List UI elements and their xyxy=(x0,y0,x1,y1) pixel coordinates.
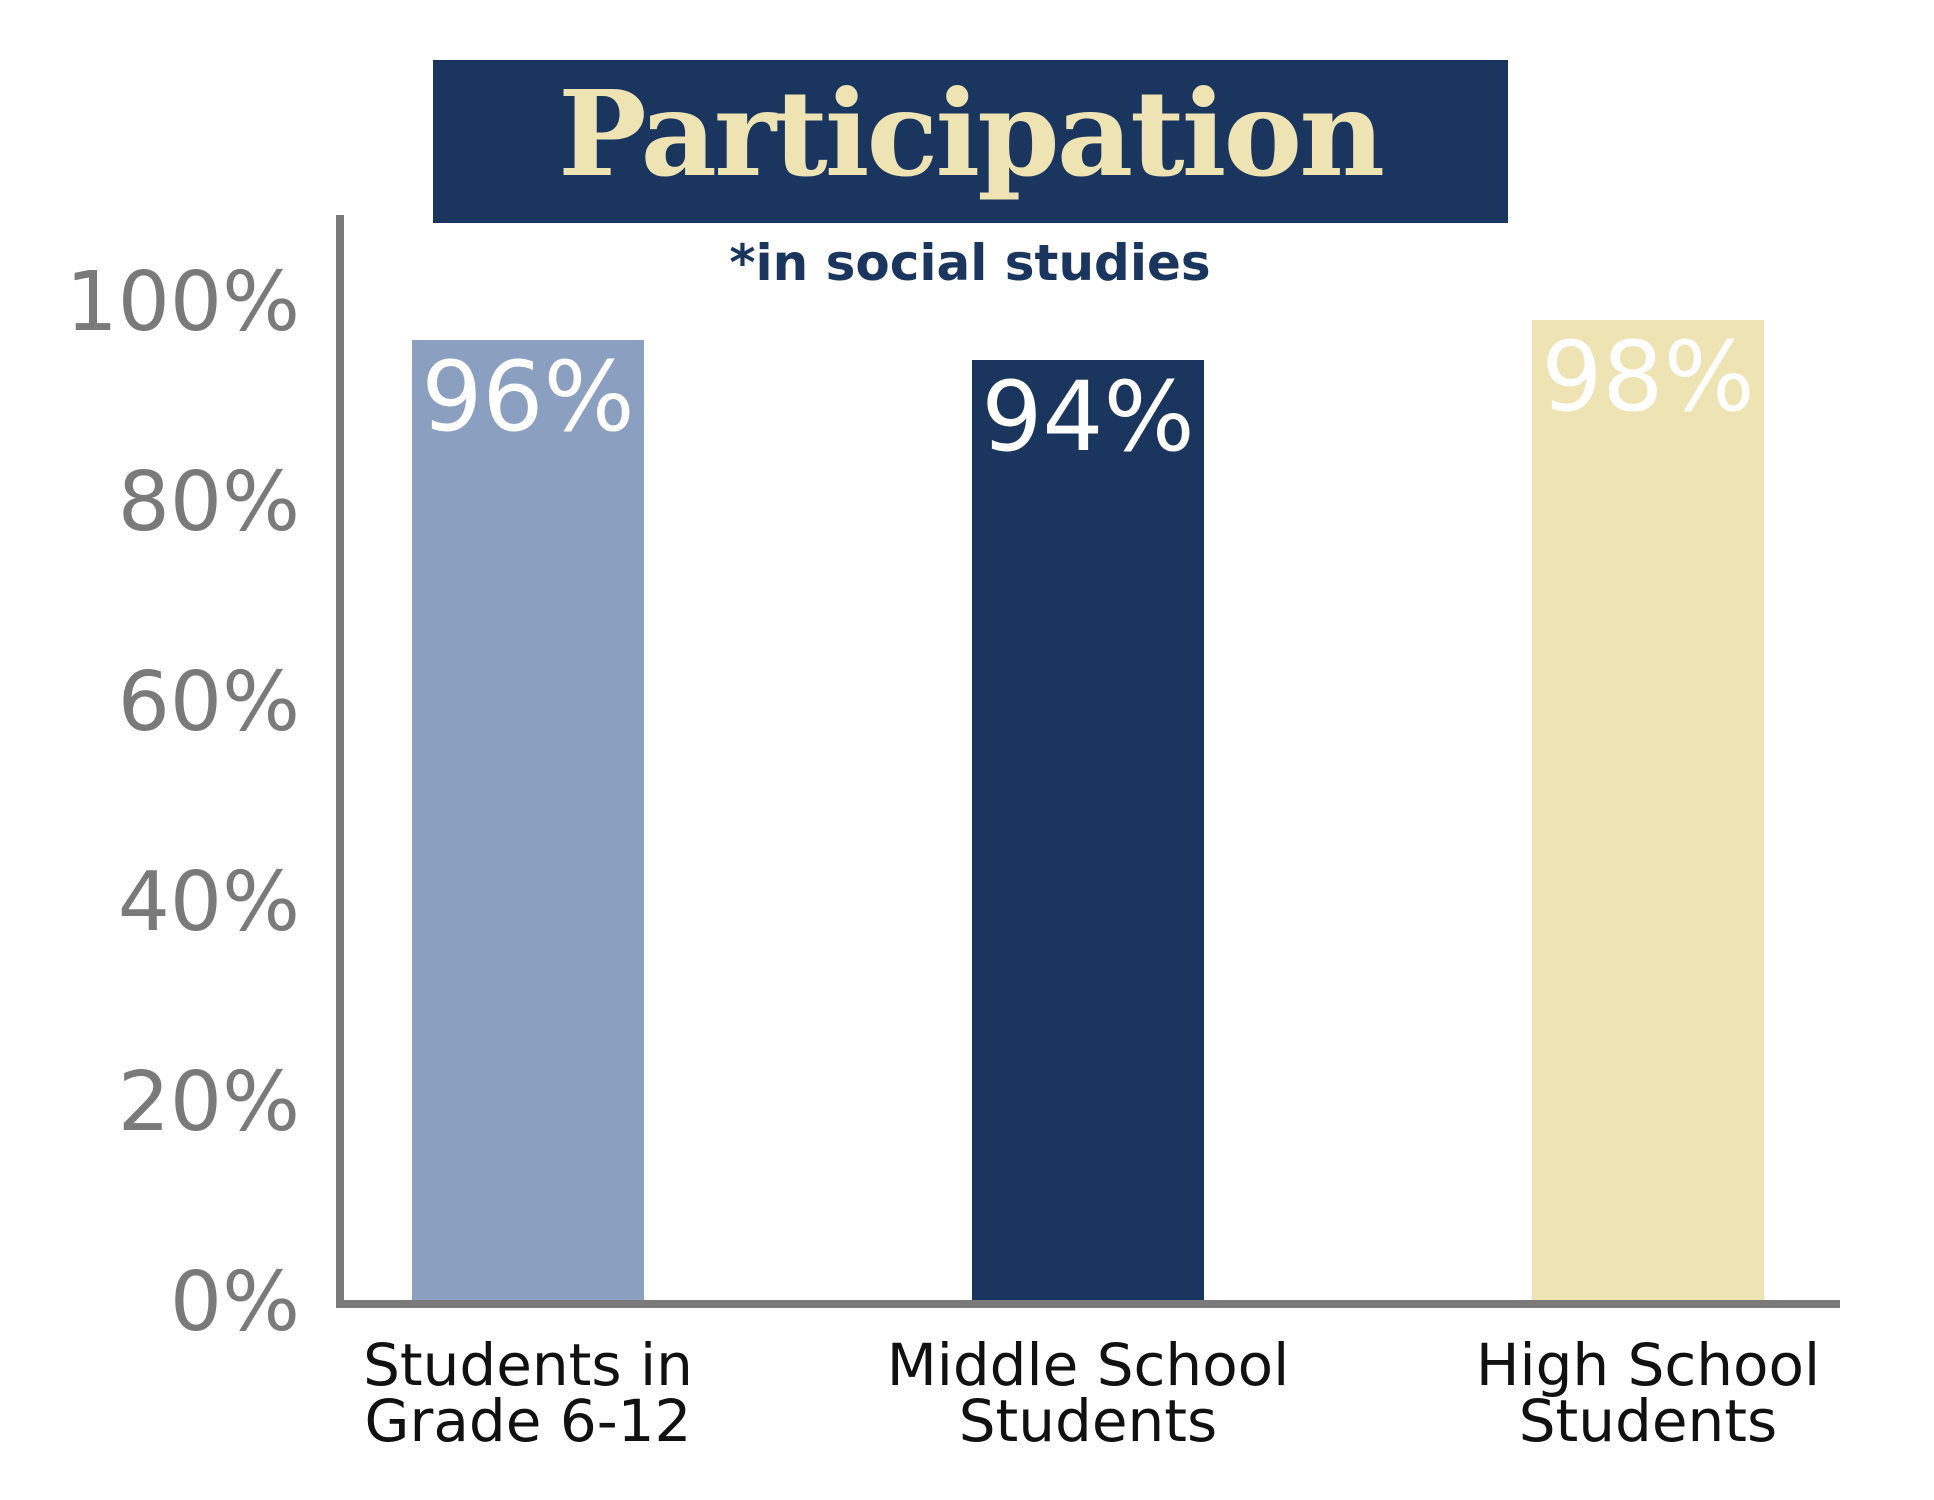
bar-value-label-2: 94% xyxy=(981,361,1194,473)
category-label-3-line-2: Students xyxy=(1519,1387,1778,1455)
bars-layer xyxy=(412,320,1764,1300)
category-label-2-line-1: Middle School xyxy=(887,1331,1290,1399)
category-label-1-line-1: Students in xyxy=(363,1331,693,1399)
bar-value-label-1: 96% xyxy=(421,341,634,453)
y-tick-label-20: 20% xyxy=(118,1055,300,1150)
chart-title: Participation xyxy=(558,64,1383,203)
y-tick-labels: 0% 20% 40% 60% 80% 100% xyxy=(66,255,300,1350)
bar-3 xyxy=(1532,320,1764,1300)
chart-subtitle: *in social studies xyxy=(729,234,1210,292)
bar-2 xyxy=(972,360,1204,1300)
bar-1 xyxy=(412,340,644,1300)
title-banner xyxy=(433,60,1508,223)
category-label-2-line-2: Students xyxy=(959,1387,1218,1455)
y-tick-label-0: 0% xyxy=(170,1255,300,1350)
bar-value-labels: 96% 94% 98% xyxy=(421,321,1754,473)
y-tick-label-40: 40% xyxy=(118,855,300,950)
bar-value-label-3: 98% xyxy=(1541,321,1754,433)
y-tick-label-60: 60% xyxy=(118,655,300,750)
category-label-3-line-1: High School xyxy=(1476,1331,1820,1399)
category-label-1-line-2: Grade 6-12 xyxy=(365,1387,692,1455)
y-tick-label-80: 80% xyxy=(118,455,300,550)
y-tick-label-100: 100% xyxy=(66,255,300,350)
